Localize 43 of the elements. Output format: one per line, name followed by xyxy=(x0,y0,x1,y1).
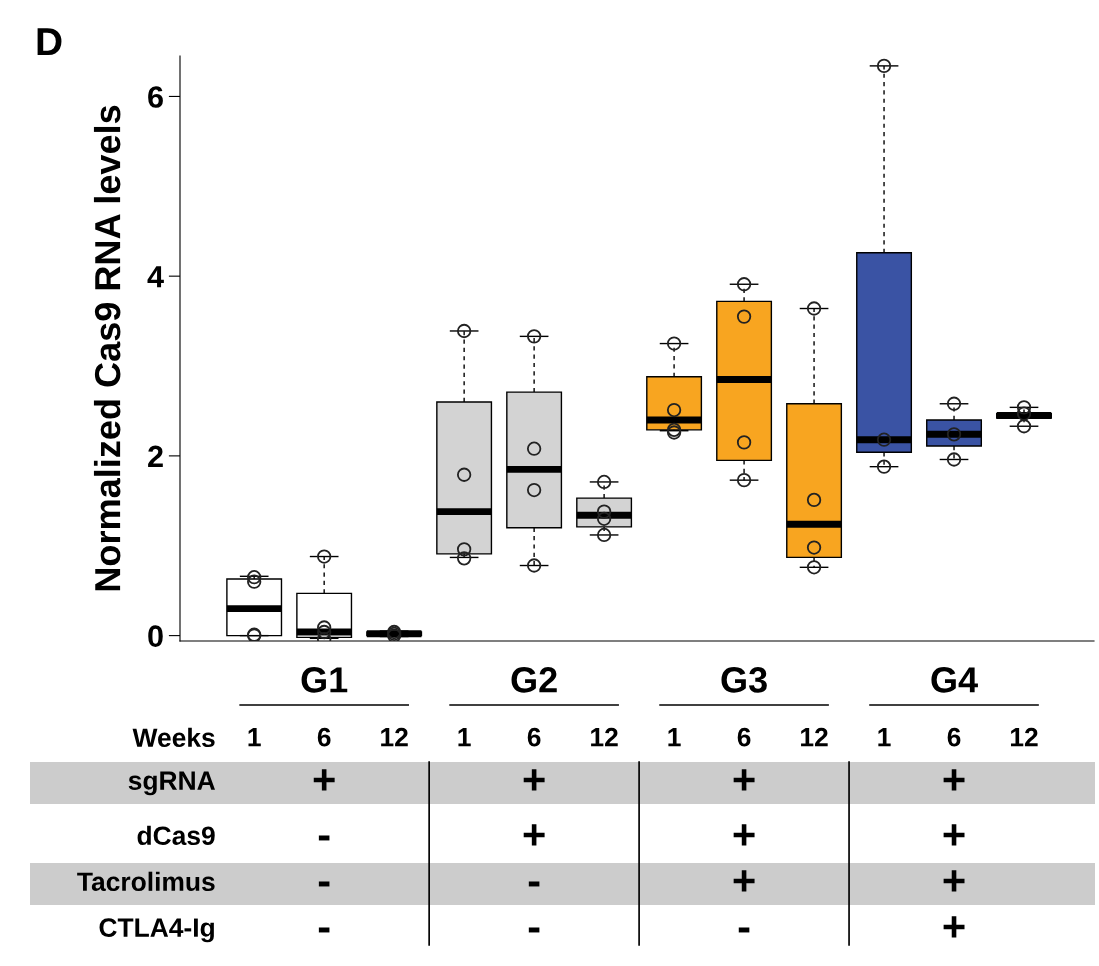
x-tick-label: 6 xyxy=(527,727,541,747)
text: G4 xyxy=(931,667,978,693)
x-tick-label: 12 xyxy=(591,727,618,747)
x-tick-label: 1 xyxy=(878,728,891,747)
text: + xyxy=(313,769,335,791)
text: + xyxy=(943,824,965,846)
y-tick-label: 0 xyxy=(148,625,163,647)
text: - xyxy=(528,881,540,887)
text: - xyxy=(528,927,540,933)
x-tick-label: 6 xyxy=(737,727,751,747)
chart-title: D xyxy=(37,28,62,56)
text: CTLA4-Ig xyxy=(99,918,214,943)
text: G1 xyxy=(301,667,348,693)
text: - xyxy=(318,835,330,841)
text: G3 xyxy=(721,667,767,693)
x-tick-label: 6 xyxy=(947,727,961,747)
text: + xyxy=(523,824,545,846)
text: G2 xyxy=(511,667,557,693)
text: - xyxy=(738,927,750,933)
x-tick-label: 12 xyxy=(801,727,828,747)
text: Tacrolimus xyxy=(77,871,215,892)
x-tick-label: 12 xyxy=(381,727,408,747)
text: + xyxy=(523,769,545,791)
text: + xyxy=(943,769,965,791)
text: - xyxy=(318,881,330,887)
text: + xyxy=(943,870,965,892)
text: + xyxy=(943,916,965,938)
text: + xyxy=(733,870,755,892)
text: sgRNA xyxy=(128,771,215,796)
y-tick-label: 2 xyxy=(148,445,163,467)
x-tick-label: 12 xyxy=(1011,727,1038,747)
x-tick-label: 1 xyxy=(458,728,471,747)
text: + xyxy=(733,769,755,791)
y-axis-title: Normalized Cas9 RNA levels xyxy=(93,105,121,591)
text: + xyxy=(733,824,755,846)
text: dCas9 xyxy=(137,825,215,846)
y-tick-label: 4 xyxy=(147,266,164,288)
y-tick-label: 6 xyxy=(148,86,163,108)
text: Weeks xyxy=(132,727,215,748)
x-tick-label: 1 xyxy=(668,728,681,747)
x-tick-label: 1 xyxy=(248,728,261,747)
text: - xyxy=(318,927,330,933)
x-tick-label: 6 xyxy=(317,727,331,747)
